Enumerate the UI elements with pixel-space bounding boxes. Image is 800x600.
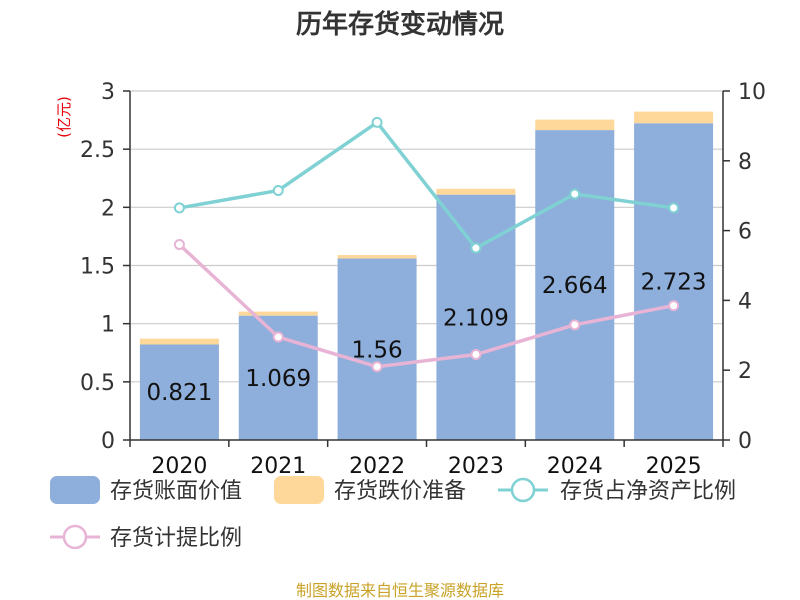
right-tick-label: 8 <box>738 150 752 175</box>
point-provision-ratio <box>173 239 185 251</box>
point-provision-ratio <box>668 300 680 312</box>
right-tick-label: 0 <box>738 429 752 454</box>
x-tick-label: 2021 <box>250 454 306 479</box>
x-tick-label: 2025 <box>646 454 702 479</box>
line-provision-ratio <box>178 243 674 369</box>
legend-label: 存货跌价准备 <box>334 479 466 504</box>
bar-provision <box>535 119 615 131</box>
bar-book-value <box>535 130 615 440</box>
bars <box>139 111 714 440</box>
left-axis: 0 0.5 1 1.5 2 2.5 3 <box>80 80 130 454</box>
left-tick-label: 2.5 <box>80 138 115 163</box>
left-axis-unit: (亿元) <box>55 96 73 138</box>
bar-book-value <box>337 258 417 440</box>
bar-provision <box>139 338 219 345</box>
point-net-asset-ratio <box>470 242 482 254</box>
point-provision-ratio <box>569 319 581 331</box>
legend-label: 存货占净资产比例 <box>560 479 736 504</box>
left-tick-label: 1.5 <box>80 255 115 280</box>
legend-marker-provision-ratio <box>62 524 88 550</box>
left-tick-label: 0 <box>101 429 115 454</box>
x-tick-label: 2020 <box>151 454 207 479</box>
right-axis: 0 2 4 6 8 10 <box>723 80 766 454</box>
data-label: 2.664 <box>542 273 608 299</box>
x-tick-label: 2024 <box>547 454 603 479</box>
bar-book-value <box>634 123 714 440</box>
legend-swatch-provision <box>274 476 324 504</box>
right-tick-label: 4 <box>738 289 752 314</box>
left-tick-label: 0.5 <box>80 371 115 396</box>
x-axis: 2020 2021 2022 2023 2024 2025 <box>129 440 724 479</box>
right-tick-label: 2 <box>738 359 752 384</box>
legend-swatch-book-value <box>50 476 100 504</box>
line-net-asset-ratio <box>179 120 674 251</box>
data-label: 1.069 <box>245 366 311 392</box>
right-tick-label: 10 <box>738 80 766 105</box>
legend-marker-net-asset-ratio <box>510 477 536 503</box>
point-net-asset-ratio <box>371 116 383 128</box>
bar-provision <box>634 111 714 124</box>
gridlines <box>130 90 723 383</box>
bar-book-value <box>139 344 219 440</box>
point-net-asset-ratio <box>569 188 581 200</box>
data-label: 0.821 <box>146 380 212 406</box>
bar-provision <box>238 311 318 316</box>
data-label: 2.109 <box>443 305 509 331</box>
source-note: 制图数据来自恒生聚源数据库 <box>296 581 504 600</box>
left-tick-label: 1 <box>101 313 115 338</box>
legend-label: 存货账面价值 <box>110 479 242 504</box>
legend-label: 存货计提比例 <box>110 526 242 551</box>
left-tick-label: 3 <box>101 80 115 105</box>
chart-title: 历年存货变动情况 <box>296 9 504 40</box>
bar-provision <box>337 255 417 259</box>
bar-provision <box>436 188 516 195</box>
data-label: 2.723 <box>641 270 707 296</box>
point-net-asset-ratio <box>173 202 185 214</box>
right-tick-label: 6 <box>738 220 752 245</box>
data-label: 1.56 <box>351 337 402 363</box>
x-tick-label: 2022 <box>349 454 405 479</box>
lines <box>173 116 680 373</box>
point-provision-ratio <box>272 331 284 343</box>
left-tick-label: 2 <box>101 196 115 221</box>
x-tick-label: 2023 <box>448 454 504 479</box>
point-net-asset-ratio <box>668 202 680 214</box>
point-net-asset-ratio <box>272 184 284 196</box>
point-provision-ratio <box>470 348 482 360</box>
point-provision-ratio <box>371 361 383 373</box>
data-labels: 0.821 1.069 1.56 2.109 2.664 2.723 <box>146 270 706 407</box>
